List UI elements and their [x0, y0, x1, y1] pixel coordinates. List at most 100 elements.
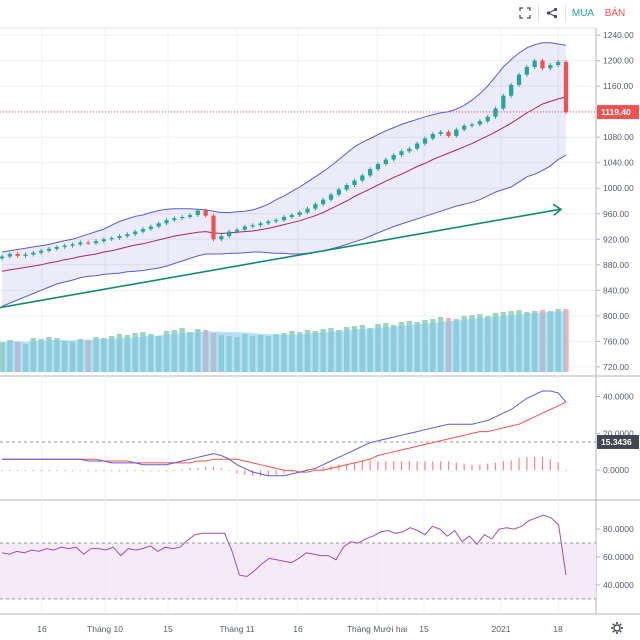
macd-pane [0, 390, 596, 477]
candle-body [297, 212, 302, 216]
macd-histogram-bar [205, 466, 207, 471]
macd-histogram-bar [267, 470, 269, 476]
candle-body [203, 210, 208, 216]
macd-histogram-bar [87, 470, 89, 472]
candle-body [289, 215, 294, 217]
macd-histogram-bar [71, 470, 74, 472]
macd-histogram-bar [40, 470, 42, 472]
bollinger-basis-line [1, 96, 567, 272]
candle-body [368, 169, 373, 176]
toolbar-divider [538, 4, 539, 22]
candle-body [336, 189, 341, 195]
expand-icon[interactable] [512, 0, 538, 26]
macd-histogram-bar [173, 470, 175, 472]
time-axis-label: 16 [37, 624, 47, 634]
chart-toolbar: MUA BÁN [512, 0, 640, 26]
candle-body [509, 84, 514, 96]
macd-histogram-bar [479, 464, 481, 471]
candle-body [101, 239, 106, 242]
candle-body [242, 226, 247, 230]
gear-icon[interactable] [611, 622, 623, 634]
macd-axis-label: 0.0000 [603, 465, 629, 475]
macd-histogram-bar [455, 462, 457, 471]
macd-histogram-bar [158, 470, 160, 472]
candle-body [172, 218, 177, 221]
candle-body [391, 155, 396, 160]
macd-histogram-bar [487, 463, 489, 471]
time-axis-label: 2021 [492, 624, 511, 634]
macd-histogram-bar [291, 470, 293, 473]
time-axis-label: Tháng 11 [219, 624, 255, 634]
candle-body [250, 225, 255, 227]
last-price-badge [597, 105, 639, 120]
candle-body [430, 134, 435, 139]
candle-body [266, 221, 271, 224]
macd-histogram-bar [95, 470, 97, 472]
macd-histogram-bar [64, 470, 66, 472]
share-icon[interactable] [539, 0, 565, 26]
macd-histogram-bar [165, 470, 168, 472]
macd-histogram-bar [322, 466, 324, 471]
last-price-label: 1119.40 [601, 107, 631, 117]
macd-histogram-bar [416, 461, 418, 471]
macd-histogram-bar [408, 461, 410, 471]
macd-histogram-bar [432, 461, 434, 471]
rsi-band-fill [0, 543, 596, 599]
candle-body [86, 242, 91, 244]
candle-body [399, 151, 404, 156]
candle-body [117, 236, 122, 239]
candle-body [15, 253, 20, 256]
macd-histogram-bar [220, 468, 222, 471]
macd-histogram-bar [142, 470, 144, 472]
price-axis-label: 1160.00 [603, 81, 633, 91]
candle-body [321, 199, 326, 205]
candle-body [548, 65, 553, 69]
candle-body [446, 132, 451, 136]
macd-histogram-bar [393, 461, 395, 471]
candle-body [258, 223, 263, 226]
macd-value-badge [597, 434, 639, 449]
price-axis-label: 720.00 [603, 362, 629, 372]
candle-body [462, 125, 467, 130]
macd-line [2, 390, 567, 477]
price-axis-label: 920.00 [603, 234, 629, 244]
candle-body [352, 180, 357, 186]
macd-histogram-bar [79, 470, 81, 472]
candle-body [438, 132, 443, 135]
candle-body [7, 253, 12, 257]
price-pane [0, 42, 596, 372]
rsi-pane [0, 514, 596, 600]
candle-body [227, 231, 232, 237]
macd-histogram-bar [252, 470, 254, 476]
macd-histogram-bar [259, 470, 262, 476]
macd-histogram-bar [534, 456, 536, 471]
candle-body [328, 194, 334, 200]
macd-signal-line [2, 401, 567, 473]
candle-body [524, 67, 529, 75]
candle-body [516, 74, 522, 85]
candle-body [422, 138, 428, 144]
sell-button[interactable]: BÁN [604, 7, 626, 19]
candle-body [415, 143, 420, 149]
candle-body [46, 248, 52, 251]
macd-histogram-bar [314, 469, 316, 471]
macd-histogram-bar [103, 470, 105, 472]
bollinger-band-fill [2, 42, 566, 307]
buy-button[interactable]: MUA [571, 7, 595, 19]
candle-body [281, 216, 287, 221]
price-axis-label: 1240.00 [603, 30, 634, 40]
macd-histogram-bar [48, 470, 50, 472]
chart-axes: 1240.001200.001160.001120.001080.001040.… [37, 30, 639, 634]
time-axis-label: 15 [419, 624, 429, 634]
macd-histogram-bar [440, 461, 442, 471]
macd-histogram-bar [56, 470, 58, 472]
macd-histogram-bar [518, 458, 520, 471]
candle-body [156, 223, 161, 227]
candle-body [39, 250, 44, 253]
candle-body [78, 242, 83, 245]
macd-histogram-bar [494, 462, 497, 471]
macd-histogram-bar [111, 470, 113, 472]
candle-body [148, 226, 153, 230]
candle-body [211, 215, 216, 240]
macd-histogram-bar [32, 470, 34, 472]
